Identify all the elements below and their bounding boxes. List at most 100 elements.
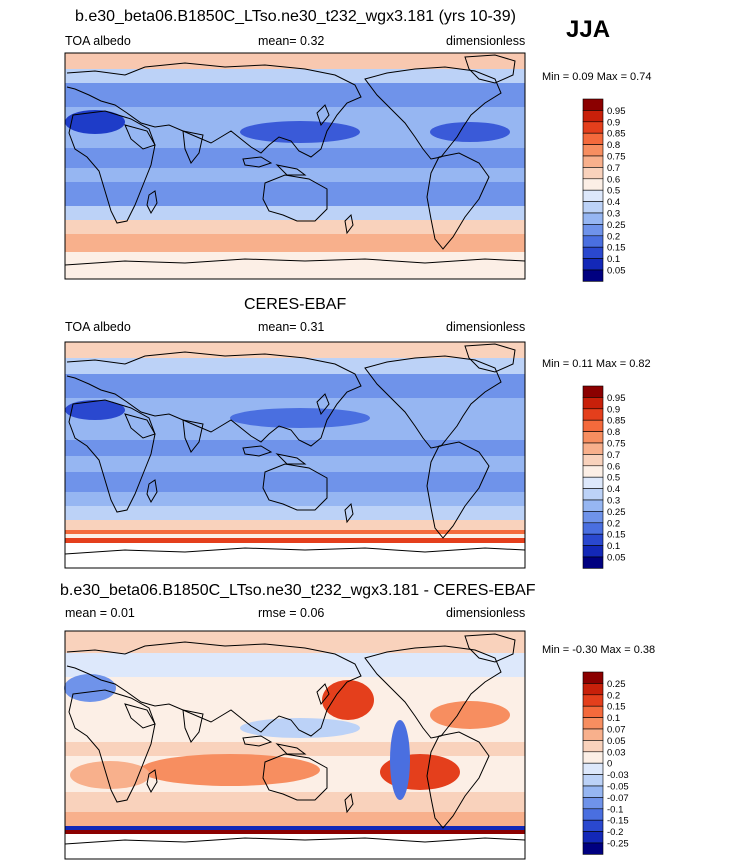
season-label: JJA <box>566 16 611 43</box>
colorbar-3-tick-label: -0.07 <box>607 793 629 804</box>
colorbar-1-swatch <box>582 269 604 282</box>
colorbar-2-tick-label: 0.7 <box>607 450 620 461</box>
colorbar-1-tick-label: 0.25 <box>607 220 626 231</box>
colorbar-2-swatch <box>582 408 604 421</box>
colorbar-3-swatch <box>582 717 604 730</box>
colorbar-2-tick-label: 0.4 <box>607 484 620 495</box>
colorbar-2-tick-label: 0.1 <box>607 541 620 552</box>
colorbar-1-tick-label: 0.75 <box>607 152 626 163</box>
colorbar-1-swatch <box>582 258 604 271</box>
panel-2-title: CERES-EBAF <box>244 296 347 313</box>
colorbar-3-swatch <box>582 808 604 821</box>
colorbar-2-tick-label: 0.6 <box>607 461 620 472</box>
panel-1-mean: mean= 0.32 <box>258 34 325 48</box>
colorbar-3-tick-label: -0.15 <box>607 816 629 827</box>
colorbar-2-tick-label: 0.2 <box>607 518 620 529</box>
colorbar-3-tick-label: -0.25 <box>607 839 629 850</box>
colorbar-1-swatch <box>582 201 604 214</box>
colorbar-2-tick-label: 0.15 <box>607 530 626 541</box>
colorbar-3-swatch <box>582 705 604 718</box>
colorbar-1-tick-label: 0.2 <box>607 231 620 242</box>
colorbar-1-tick-label: 0.8 <box>607 140 620 151</box>
colorbar-1-swatch <box>582 246 604 259</box>
panel-3-mean: mean = 0.01 <box>65 606 135 620</box>
panel-3-colorbar: 0.250.20.150.10.070.050.030-0.03-0.05-0.… <box>582 671 629 855</box>
colorbar-2-tick-label: 0.05 <box>607 553 626 564</box>
colorbar-1-tick-label: 0.15 <box>607 243 626 254</box>
colorbar-1-swatch <box>582 167 604 180</box>
colorbar-1-swatch <box>582 98 604 111</box>
colorbar-1-swatch <box>582 189 604 202</box>
panel-2-colorbar: 0.950.90.850.80.750.70.60.50.40.30.250.2… <box>582 385 626 569</box>
colorbar-3-swatch <box>582 671 604 684</box>
panel-2-minmax: Min = 0.11 Max = 0.82 <box>542 358 651 370</box>
colorbar-2-tick-label: 0.85 <box>607 416 626 427</box>
colorbar-2-swatch <box>582 511 604 524</box>
colorbar-1-tick-label: 0.1 <box>607 254 620 265</box>
colorbar-1-tick-label: 0.5 <box>607 186 620 197</box>
colorbar-3-swatch <box>582 740 604 753</box>
colorbar-3-tick-label: 0 <box>607 759 612 770</box>
colorbar-2-swatch <box>582 385 604 398</box>
colorbar-3-tick-label: 0.25 <box>607 679 626 690</box>
colorbar-1-swatch <box>582 224 604 237</box>
colorbar-1-tick-label: 0.7 <box>607 163 620 174</box>
colorbar-1-swatch <box>582 144 604 157</box>
panel-1-units: dimensionless <box>446 34 526 48</box>
colorbar-1-tick-label: 0.05 <box>607 266 626 277</box>
colorbar-3-swatch <box>582 819 604 832</box>
colorbar-1-swatch <box>582 235 604 248</box>
colorbar-1-tick-label: 0.4 <box>607 197 620 208</box>
colorbar-3-tick-label: -0.1 <box>607 804 623 815</box>
colorbar-3-tick-label: -0.2 <box>607 827 623 838</box>
colorbar-1-tick-label: 0.95 <box>607 106 626 117</box>
colorbar-2-tick-label: 0.25 <box>607 507 626 518</box>
colorbar-1-tick-label: 0.9 <box>607 117 620 128</box>
colorbar-1-tick-label: 0.6 <box>607 174 620 185</box>
colorbar-2-tick-label: 0.9 <box>607 404 620 415</box>
colorbar-3-swatch <box>582 797 604 810</box>
colorbar-2-swatch <box>582 476 604 489</box>
colorbar-2-swatch <box>582 454 604 467</box>
colorbar-3-swatch <box>582 728 604 741</box>
colorbar-2-swatch <box>582 522 604 535</box>
panel-3-minmax: Min = -0.30 Max = 0.38 <box>542 644 656 656</box>
colorbar-3-swatch <box>582 762 604 775</box>
panel-1-colorbar: 0.950.90.850.80.750.70.60.50.40.30.250.2… <box>582 98 626 282</box>
colorbar-3-swatch <box>582 842 604 855</box>
colorbar-2-swatch <box>582 545 604 558</box>
panel-1-title: b.e30_beta06.B1850C_LTso.ne30_t232_wgx3.… <box>75 8 516 25</box>
colorbar-3-swatch <box>582 683 604 696</box>
panel-2-left-label: TOA albedo <box>65 320 131 334</box>
colorbar-2-tick-label: 0.5 <box>607 473 620 484</box>
panel-1-minmax: Min = 0.09 Max = 0.74 <box>542 71 652 83</box>
colorbar-2-tick-label: 0.8 <box>607 427 620 438</box>
panel-2-map <box>64 341 526 569</box>
colorbar-1-swatch <box>582 212 604 225</box>
panel-2-mean: mean= 0.31 <box>258 320 325 334</box>
colorbar-1-swatch <box>582 132 604 145</box>
panel-3-rmse: rmse = 0.06 <box>258 606 325 620</box>
colorbar-3-tick-label: 0.15 <box>607 702 626 713</box>
colorbar-3-swatch <box>582 785 604 798</box>
colorbar-3-swatch <box>582 831 604 844</box>
colorbar-3-swatch <box>582 751 604 764</box>
colorbar-3-tick-label: 0.05 <box>607 736 626 747</box>
panel-2-units: dimensionless <box>446 320 526 334</box>
colorbar-2-swatch <box>582 442 604 455</box>
colorbar-3-tick-label: 0.1 <box>607 713 620 724</box>
colorbar-1-swatch <box>582 178 604 191</box>
colorbar-2-swatch <box>582 419 604 432</box>
colorbar-3-tick-label: -0.03 <box>607 770 629 781</box>
colorbar-2-swatch <box>582 499 604 512</box>
colorbar-3-tick-label: 0.07 <box>607 725 626 736</box>
colorbar-3-swatch <box>582 694 604 707</box>
panel-3-map <box>64 630 526 860</box>
colorbar-1-swatch <box>582 155 604 168</box>
colorbar-2-swatch <box>582 431 604 444</box>
panel-1-left-label: TOA albedo <box>65 34 131 48</box>
colorbar-2-swatch <box>582 556 604 569</box>
colorbar-2-tick-label: 0.95 <box>607 393 626 404</box>
colorbar-1-tick-label: 0.85 <box>607 129 626 140</box>
